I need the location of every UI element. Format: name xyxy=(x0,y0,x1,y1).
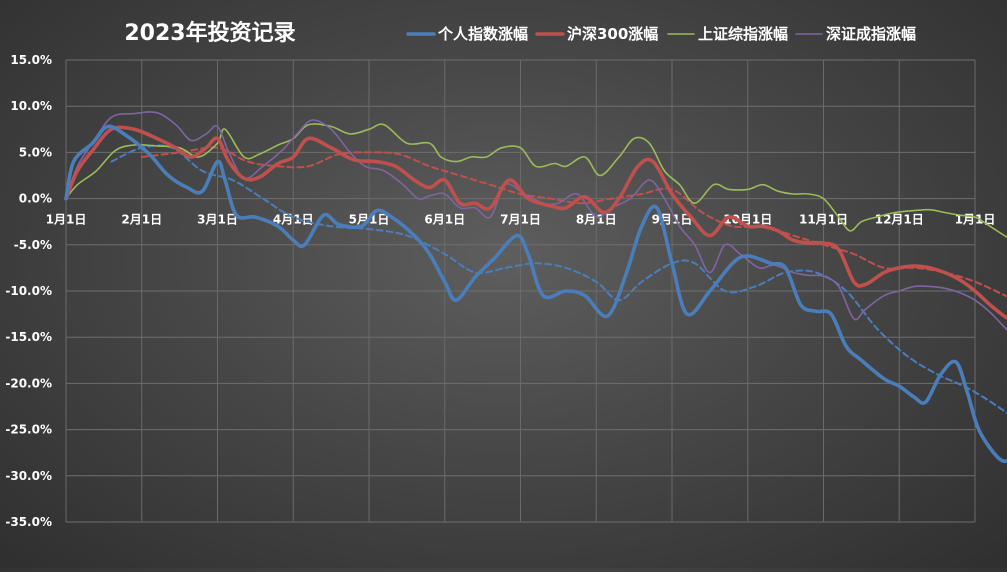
y-tick-label: 15.0% xyxy=(10,53,52,67)
y-tick-label: -10.0% xyxy=(5,284,52,298)
trendline-layer xyxy=(110,144,1007,415)
legend-label: 沪深300涨幅 xyxy=(567,25,658,43)
x-tick-label: 12月1日 xyxy=(875,213,924,227)
x-tick-label: 3月1日 xyxy=(197,213,238,227)
x-tick-label: 7月1日 xyxy=(500,213,541,227)
y-tick-label: 5.0% xyxy=(19,145,52,159)
series-layer xyxy=(64,111,1007,464)
series-line-4 xyxy=(65,111,1007,331)
y-tick-label: -20.0% xyxy=(5,376,52,390)
grid-layer xyxy=(65,59,976,523)
x-tick-label: 8月1日 xyxy=(576,213,617,227)
x-tick-label: 1月1日 xyxy=(46,213,87,227)
trendline-1 xyxy=(110,144,1007,415)
series-line-1 xyxy=(64,124,1007,464)
y-tick-label: 0.0% xyxy=(19,192,52,206)
legend-label: 个人指数涨幅 xyxy=(437,25,528,43)
legend-label: 上证综指涨幅 xyxy=(698,25,788,43)
x-tick-label: 11月1日 xyxy=(799,213,848,227)
x-tick-label: 10月1日 xyxy=(723,213,772,227)
x-tick-label: 4月1日 xyxy=(273,213,314,227)
series-line-2 xyxy=(64,125,1007,321)
y-tick-label: -25.0% xyxy=(5,423,52,437)
chart-title: 2023年投资记录 xyxy=(124,20,295,46)
y-tick-label: -5.0% xyxy=(14,238,52,252)
y-tick-label: -30.0% xyxy=(5,469,52,483)
x-tick-label: 2月1日 xyxy=(121,213,162,227)
axis-layer: 15.0% 10.0% 5.0% 0.0% -5.0% -10.0% -15.0% -20.0… xyxy=(5,53,995,529)
x-tick-label: 6月1日 xyxy=(424,213,465,227)
y-tick-label: -15.0% xyxy=(5,330,52,344)
y-tick-label: -35.0% xyxy=(5,515,52,529)
legend: 个人指数涨幅 沪深300涨幅 上证综指涨幅 深证成指涨幅 xyxy=(406,25,916,43)
legend-label: 深证成指涨幅 xyxy=(826,25,916,43)
series-line-3 xyxy=(65,123,1007,239)
x-tick-label: 9月1日 xyxy=(652,213,693,227)
y-tick-label: 10.0% xyxy=(10,99,52,113)
